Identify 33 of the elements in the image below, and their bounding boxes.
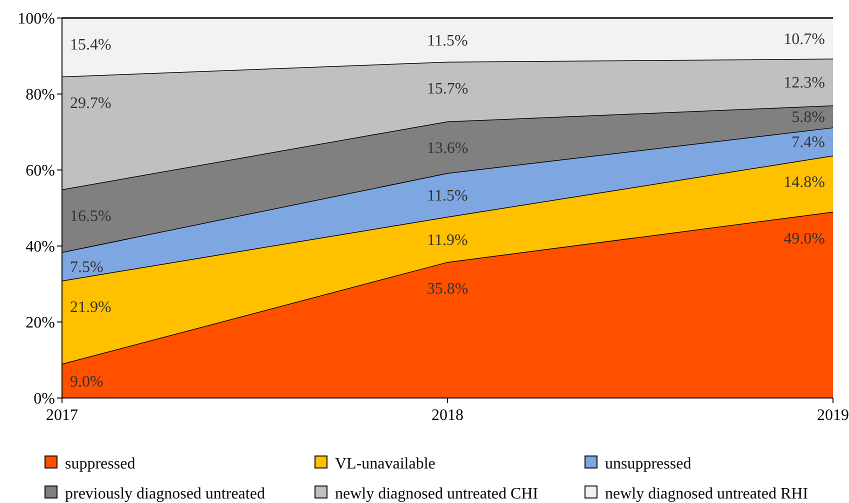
y-tick-label: 80% — [26, 86, 55, 104]
x-tick-label: 2018 — [432, 407, 464, 424]
data-label: 15.7% — [426, 80, 468, 98]
data-label: 12.3% — [784, 74, 825, 92]
legend-label: unsuppressed — [605, 456, 692, 473]
y-tick-label: 20% — [26, 314, 55, 332]
y-tick-label: 40% — [26, 238, 55, 256]
y-tick-label: 100% — [18, 10, 55, 28]
data-label: 16.5% — [70, 208, 112, 225]
data-label: 11.5% — [427, 187, 468, 204]
legend-label: newly diagnosed untreated RHI — [605, 486, 808, 503]
data-label: 14.8% — [784, 174, 825, 192]
data-label: 35.8% — [426, 280, 468, 298]
data-label: 11.5% — [427, 32, 468, 50]
data-label: 7.4% — [792, 134, 825, 152]
data-label: 11.9% — [427, 232, 468, 249]
legend-label: suppressed — [65, 456, 136, 473]
data-label: 13.6% — [426, 140, 468, 157]
y-tick-label: 0% — [34, 390, 55, 408]
x-tick-label: 2019 — [817, 407, 849, 424]
data-label: 29.7% — [70, 95, 112, 112]
data-label: 5.8% — [792, 109, 825, 126]
data-label: 21.9% — [70, 299, 112, 316]
legend-label: VL-unavailable — [335, 456, 436, 473]
data-label: 7.5% — [70, 258, 104, 276]
data-label: 9.0% — [70, 374, 104, 390]
data-label: 10.7% — [784, 30, 825, 48]
y-tick-label: 60% — [26, 162, 55, 180]
legend-label: previously diagnosed untreated — [65, 486, 265, 503]
data-label: 15.4% — [70, 36, 112, 54]
x-tick-label: 2017 — [46, 407, 78, 424]
legend-label: newly diagnosed untreated CHI — [335, 486, 538, 503]
data-label: 49.0% — [784, 230, 825, 248]
